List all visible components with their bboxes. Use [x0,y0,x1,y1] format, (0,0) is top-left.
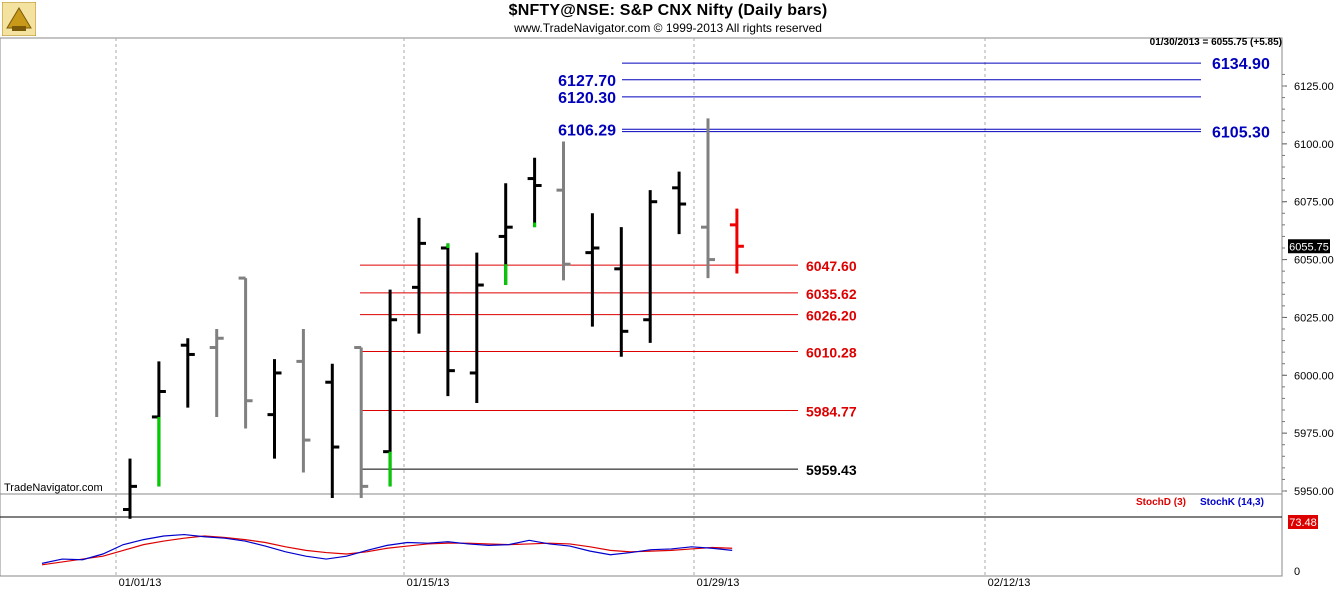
price-level-label: 6010.28 [806,344,857,360]
x-tick-label: 02/12/13 [988,577,1031,589]
stoch-k-label: StochK (14,3) [1200,497,1264,508]
price-level-label: 6026.20 [806,308,857,324]
stoch-k-line [41,533,733,564]
y-tick-label: 6025.00 [1294,312,1334,324]
x-tick-label: 01/01/13 [119,577,162,589]
stoch-value-label: 73.48 [1289,517,1317,529]
y-tick-label: 5975.00 [1294,428,1334,440]
chart-title: $NFTY@NSE: S&P CNX Nifty (Daily bars) [508,2,828,19]
last-price-box [1288,239,1330,254]
chart-subtitle: www.TradeNavigator.com © 1999-2013 All r… [514,21,822,35]
y-tick-label: 6100.00 [1294,139,1334,151]
y-tick-label: 6050.00 [1294,255,1334,267]
price-level-label: 6134.90 [1212,56,1270,73]
last-price-label: 6055.75 [1289,241,1329,253]
price-level-label: 5984.77 [806,404,857,420]
price-level-label: 6106.29 [558,122,616,139]
price-level-label: 6035.62 [806,286,857,302]
watermark-text: TradeNavigator.com [4,482,103,494]
price-readout: 01/30/2013 = 6055.75 (+5.85) [1149,37,1282,48]
y-tick-label: 6125.00 [1294,81,1334,93]
price-level-label: 6127.70 [558,73,616,90]
tradenavigator-logo-icon [2,2,36,36]
stoch-value-box [1288,515,1318,529]
price-level-label: 6047.60 [806,258,857,274]
stoch-axis-zero: 0 [1294,566,1300,578]
x-tick-label: 01/15/13 [407,577,450,589]
price-level-label: 5959.43 [806,462,857,478]
price-level-label: 6120.30 [558,90,616,107]
y-tick-label: 6075.00 [1294,197,1334,209]
x-tick-label: 01/29/13 [697,577,740,589]
y-tick-label: 6000.00 [1294,370,1334,382]
y-tick-label: 5950.00 [1294,486,1334,498]
price-level-label: 6105.30 [1212,125,1270,142]
stoch-d-label: StochD (3) [1136,497,1186,508]
stoch-d-line [41,535,733,566]
